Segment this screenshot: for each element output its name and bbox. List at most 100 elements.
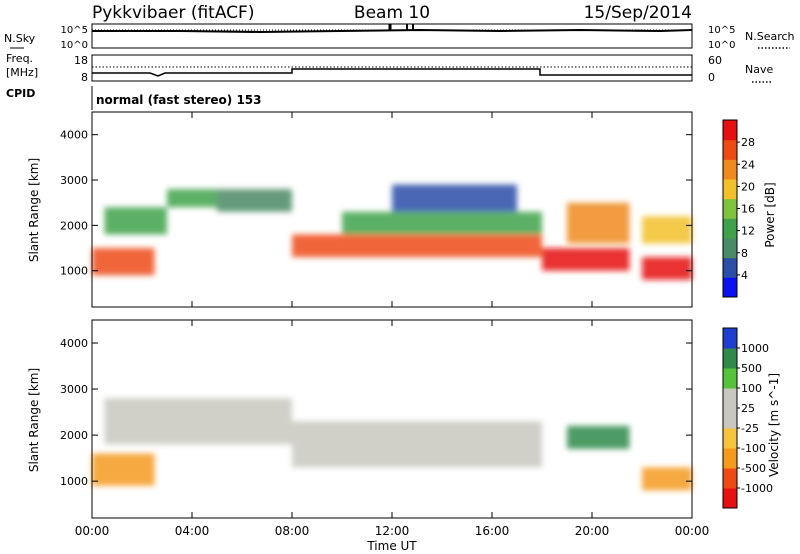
freq-panel: Freq. [MHz] 18 8 60 0 Nave — [6, 52, 773, 84]
colorbar-segment — [723, 218, 737, 239]
colorbar-segment — [723, 388, 737, 409]
power-data-layer — [92, 184, 692, 280]
data-region — [542, 248, 630, 271]
data-region — [567, 425, 630, 449]
y-tick-label: 3000 — [60, 174, 88, 187]
y-tick-label: 3000 — [60, 383, 88, 396]
y-tick-label: 1000 — [60, 475, 88, 488]
colorbar-segment — [723, 257, 737, 278]
data-region — [292, 234, 542, 258]
colorbar-segment — [723, 238, 737, 259]
nsky-left-tick-top: 10^5 — [61, 25, 88, 36]
time-tick-label: 12:00 — [375, 524, 410, 538]
data-region — [567, 202, 630, 244]
colorbar-segment — [723, 428, 737, 449]
colorbar-tick-label: 20 — [741, 180, 755, 193]
nave-right-tick-bottom: 0 — [708, 71, 715, 84]
colorbar-tick-label: 25 — [741, 402, 755, 415]
data-region — [92, 453, 155, 486]
power-colorbar: 28 24 20 16 12 8 4 — [722, 119, 755, 298]
data-region — [642, 257, 692, 280]
nsky-left-label: N.Sky — [4, 32, 36, 45]
power-colorbar-label: Power [dB] — [763, 182, 777, 247]
cpid-label: CPID — [6, 87, 35, 100]
velocity-colorbar-label: Velocity [m s^-1] — [767, 373, 781, 477]
freq-left-units: [MHz] — [6, 66, 38, 79]
data-region — [104, 207, 167, 235]
data-region — [342, 211, 542, 235]
time-tick-label: 08:00 — [275, 524, 310, 538]
data-region — [642, 216, 692, 244]
nsky-panel: N.Sky 10^5 10^0 10^5 10^0 N.Search — [4, 23, 795, 51]
power-y-axis: 4000 3000 2000 1000 — [60, 129, 692, 278]
nsky-left-tick-bottom: 10^0 — [61, 40, 88, 51]
freq-left-label: Freq. — [6, 52, 33, 65]
colorbar-tick-label: 16 — [741, 203, 755, 216]
data-region — [292, 421, 542, 468]
colorbar-tick-label: 500 — [741, 362, 762, 375]
cpid-panel: CPID normal (fast stereo) 153 — [6, 86, 262, 110]
data-region — [104, 398, 292, 445]
velocity-panel: 4000 3000 2000 1000 Slant Range [km] 1000 50… — [27, 319, 781, 519]
time-tick-label: 00:00 — [75, 524, 110, 538]
freq-frame — [91, 54, 693, 82]
freq-trace — [92, 68, 692, 77]
colorbar-segment — [723, 348, 737, 369]
y-tick-label: 2000 — [60, 219, 88, 232]
colorbar-tick-label: 100 — [741, 382, 762, 395]
freq-left-tick-bottom: 8 — [81, 71, 88, 84]
data-region — [92, 248, 155, 276]
colorbar-tick-label: 28 — [741, 136, 755, 149]
colorbar-tick-label: 24 — [741, 158, 755, 171]
data-region — [642, 467, 692, 491]
nsky-frame — [91, 23, 693, 49]
colorbar-tick-label: 12 — [741, 225, 755, 238]
y-tick-label: 1000 — [60, 265, 88, 278]
station-title: Pykkvibaer (fitACF) — [92, 3, 254, 23]
data-region — [167, 189, 217, 208]
colorbar-tick-label: 8 — [741, 247, 748, 260]
power-x-ticks — [91, 112, 693, 307]
colorbar-tick-label: -1000 — [741, 482, 773, 495]
freq-left-tick-top: 18 — [74, 54, 88, 67]
y-tick-label: 4000 — [60, 129, 88, 142]
colorbar-tick-label: -100 — [741, 442, 766, 455]
data-region — [392, 184, 517, 212]
time-axis: 00:00 04:00 08:00 12:00 16:00 20:00 00:00 — [75, 524, 710, 538]
velocity-y-axis: 4000 3000 2000 1000 — [60, 337, 692, 488]
x-axis-title: Time UT — [366, 539, 417, 553]
nsky-right-tick-top: 10^5 — [708, 25, 735, 36]
power-panel: 4000 3000 2000 1000 Slant Range [km] 28 24 20… — [27, 111, 777, 308]
colorbar-segment — [723, 468, 737, 489]
nsearch-label: N.Search — [745, 30, 795, 43]
velocity-x-ticks — [91, 320, 693, 518]
colorbar-segment — [723, 179, 737, 200]
colorbar-tick-label: 1000 — [741, 342, 769, 355]
colorbar-tick-label: 4 — [741, 269, 748, 282]
velocity-data-layer — [92, 398, 692, 491]
time-tick-label: 16:00 — [475, 524, 510, 538]
time-tick-label: 20:00 — [575, 524, 610, 538]
time-tick-label: 00:00 — [675, 524, 710, 538]
colorbar-segment — [723, 328, 737, 349]
colorbar-segment — [723, 448, 737, 469]
date-label: 15/Sep/2014 — [584, 3, 692, 23]
colorbar-segment — [723, 277, 737, 298]
colorbar-tick-label: -500 — [741, 462, 766, 475]
colorbar-segment — [723, 368, 737, 389]
colorbar-segment — [723, 159, 737, 180]
colorbar-segment — [723, 408, 737, 429]
velocity-colorbar: 1000 500 100 25 -25 -100 -500 -1000 — [722, 327, 773, 509]
y-tick-label: 2000 — [60, 429, 88, 442]
velocity-ylabel: Slant Range [km] — [27, 368, 41, 472]
power-ylabel: Slant Range [km] — [27, 158, 41, 262]
cpid-text: normal (fast stereo) 153 — [96, 93, 262, 107]
nsky-right-tick-bottom: 10^0 — [708, 40, 735, 51]
data-region — [217, 189, 292, 212]
time-tick-label: 04:00 — [175, 524, 210, 538]
colorbar-segment — [723, 120, 737, 141]
nave-right-tick-top: 60 — [708, 54, 722, 67]
y-tick-label: 4000 — [60, 337, 88, 350]
beam-label: Beam 10 — [354, 3, 430, 23]
